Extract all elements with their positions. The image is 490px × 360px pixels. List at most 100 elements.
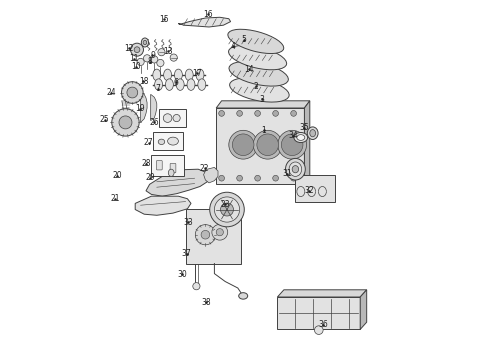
- Circle shape: [119, 116, 132, 129]
- Circle shape: [158, 49, 165, 56]
- Circle shape: [278, 130, 307, 159]
- Polygon shape: [151, 94, 157, 121]
- Text: 8: 8: [147, 57, 152, 66]
- Circle shape: [291, 111, 296, 116]
- Text: 1: 1: [261, 126, 266, 135]
- Text: 21: 21: [111, 194, 120, 203]
- FancyBboxPatch shape: [295, 175, 335, 202]
- Ellipse shape: [289, 162, 302, 176]
- Circle shape: [281, 134, 303, 156]
- Circle shape: [216, 229, 223, 236]
- Circle shape: [137, 58, 144, 66]
- Text: 22: 22: [200, 163, 209, 172]
- FancyBboxPatch shape: [159, 109, 186, 127]
- Ellipse shape: [307, 127, 318, 139]
- Circle shape: [122, 82, 143, 103]
- Polygon shape: [135, 196, 191, 215]
- Text: 9: 9: [150, 51, 155, 60]
- Ellipse shape: [158, 139, 165, 144]
- Circle shape: [210, 192, 245, 227]
- Polygon shape: [216, 108, 304, 184]
- Ellipse shape: [239, 293, 248, 299]
- Text: 3: 3: [260, 95, 265, 104]
- Text: 2: 2: [253, 82, 258, 91]
- Ellipse shape: [187, 79, 195, 90]
- Text: 34: 34: [288, 131, 298, 140]
- Text: 10: 10: [131, 62, 140, 71]
- Ellipse shape: [166, 79, 173, 90]
- Text: 17: 17: [192, 68, 201, 77]
- Ellipse shape: [292, 166, 298, 173]
- Text: 14: 14: [245, 65, 254, 74]
- Circle shape: [193, 283, 200, 290]
- Circle shape: [219, 175, 224, 181]
- Text: 33: 33: [184, 217, 194, 227]
- Ellipse shape: [230, 78, 289, 102]
- Text: 24: 24: [106, 88, 116, 97]
- Circle shape: [273, 111, 278, 116]
- Circle shape: [232, 134, 254, 156]
- FancyBboxPatch shape: [151, 155, 184, 176]
- Ellipse shape: [286, 158, 305, 180]
- Text: 37: 37: [182, 249, 192, 258]
- Circle shape: [255, 175, 261, 181]
- Text: 5: 5: [242, 35, 247, 44]
- Ellipse shape: [229, 62, 288, 86]
- Circle shape: [315, 326, 323, 334]
- Polygon shape: [216, 101, 310, 108]
- Circle shape: [144, 55, 151, 62]
- Text: 31: 31: [282, 169, 292, 178]
- Text: 35: 35: [299, 123, 309, 132]
- Ellipse shape: [153, 69, 161, 81]
- Text: 29: 29: [146, 174, 155, 182]
- FancyBboxPatch shape: [156, 161, 162, 170]
- Circle shape: [170, 54, 177, 61]
- Circle shape: [255, 111, 261, 116]
- Ellipse shape: [141, 38, 148, 47]
- Circle shape: [237, 175, 243, 181]
- Circle shape: [273, 175, 278, 181]
- Text: 25: 25: [100, 115, 109, 124]
- Text: 38: 38: [201, 298, 211, 307]
- Ellipse shape: [228, 45, 287, 70]
- Ellipse shape: [294, 132, 308, 143]
- Text: 18: 18: [139, 77, 148, 86]
- Circle shape: [134, 47, 140, 53]
- Polygon shape: [304, 101, 310, 184]
- Polygon shape: [178, 17, 231, 27]
- Circle shape: [229, 130, 258, 159]
- Text: 26: 26: [149, 118, 159, 127]
- Circle shape: [163, 114, 172, 122]
- Text: 12: 12: [124, 44, 134, 53]
- Text: 7: 7: [155, 84, 160, 93]
- Ellipse shape: [174, 69, 182, 81]
- Text: 15: 15: [159, 15, 169, 24]
- Circle shape: [237, 111, 243, 116]
- Text: 27: 27: [144, 138, 153, 147]
- Polygon shape: [360, 290, 367, 329]
- Polygon shape: [277, 297, 360, 329]
- Circle shape: [220, 203, 233, 216]
- Text: 23: 23: [220, 199, 230, 209]
- Ellipse shape: [164, 69, 171, 81]
- Circle shape: [151, 56, 158, 63]
- Ellipse shape: [228, 29, 284, 54]
- Circle shape: [201, 230, 210, 239]
- Circle shape: [196, 225, 216, 245]
- FancyBboxPatch shape: [186, 209, 242, 264]
- Polygon shape: [277, 290, 367, 297]
- Text: 6: 6: [173, 77, 178, 86]
- Polygon shape: [204, 167, 218, 183]
- Polygon shape: [146, 169, 209, 196]
- Ellipse shape: [196, 69, 204, 81]
- Circle shape: [112, 109, 139, 136]
- Text: 16: 16: [203, 10, 213, 19]
- Ellipse shape: [198, 79, 206, 90]
- Text: 32: 32: [304, 186, 314, 195]
- Text: 28: 28: [141, 159, 151, 168]
- Ellipse shape: [297, 135, 305, 140]
- Text: 13: 13: [163, 46, 172, 55]
- Circle shape: [219, 111, 224, 116]
- Ellipse shape: [168, 137, 178, 145]
- Ellipse shape: [155, 79, 163, 90]
